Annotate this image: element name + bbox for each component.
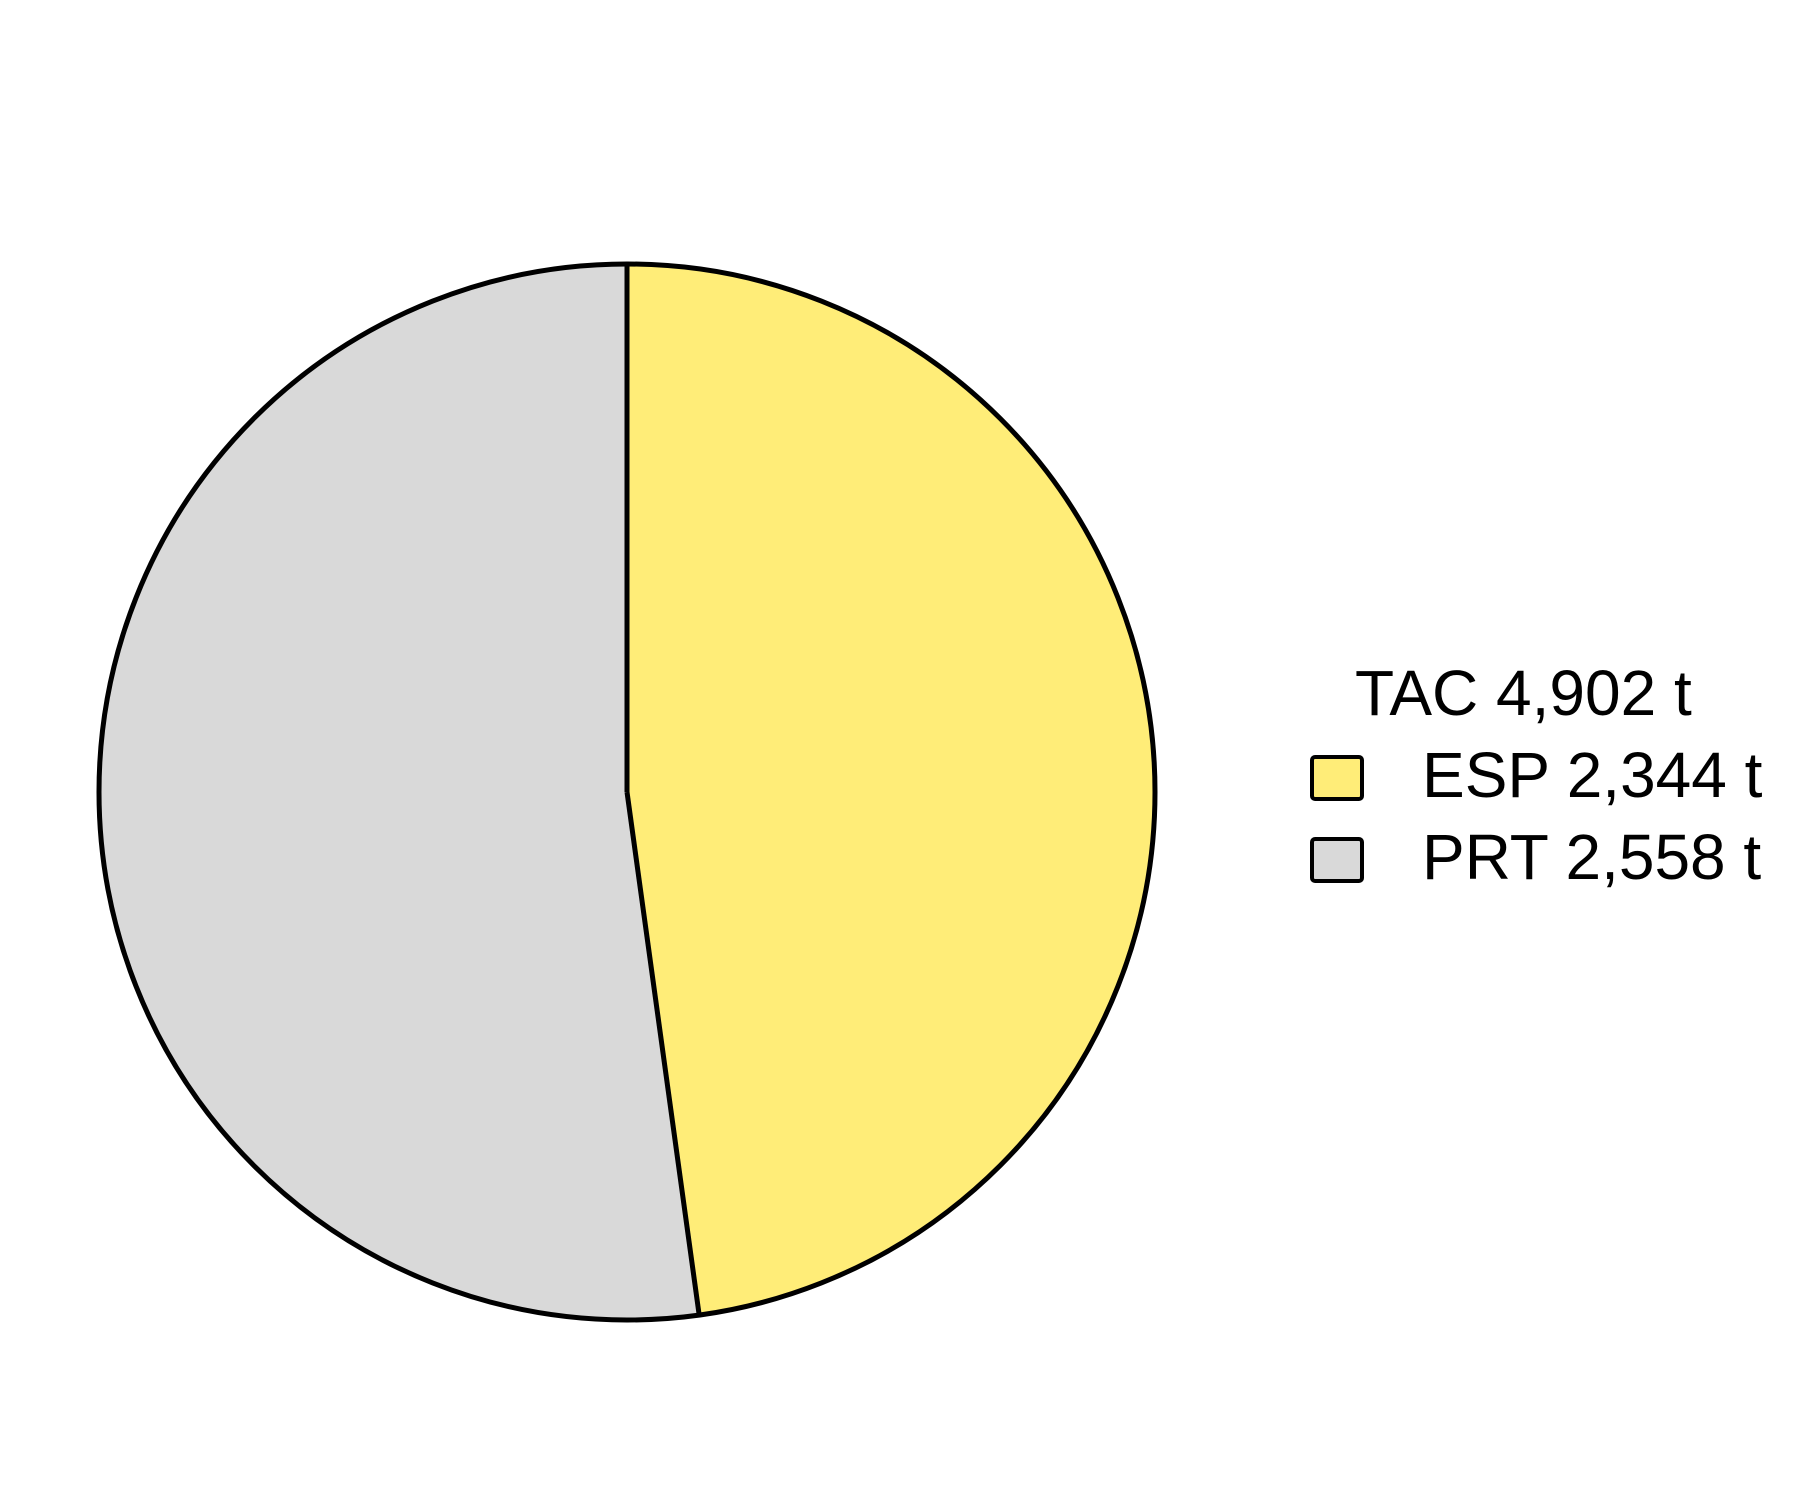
legend-title: TAC 4,902 t: [1355, 657, 1692, 729]
pie-outline: [96, 261, 1158, 1323]
slice-divider: [624, 791, 702, 1316]
legend-key-prt: [1310, 837, 1364, 883]
legend-key-esp: [1310, 755, 1364, 801]
pie-slice-esp: [627, 264, 1155, 1316]
pie-slice-prt: [98, 264, 700, 1320]
pie-slices: [98, 264, 1155, 1320]
legend-label-esp: ESP 2,344 t: [1422, 739, 1763, 811]
legend-label-prt: PRT 2,558 t: [1422, 821, 1761, 893]
legend: TAC 4,902 t ESP 2,344 t PRT 2,558 t: [1310, 657, 1763, 893]
